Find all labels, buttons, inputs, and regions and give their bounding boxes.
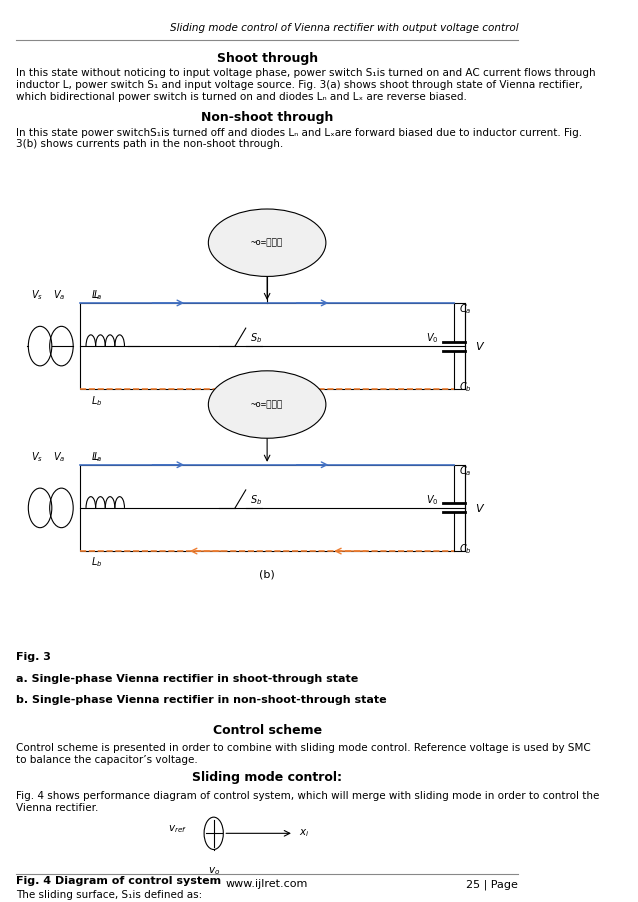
Text: $C_a$: $C_a$ [459, 464, 472, 477]
Text: (b): (b) [259, 569, 275, 579]
Text: ~o=⌇⌇⌇: ~o=⌇⌇⌇ [251, 400, 283, 409]
Text: $L_a$: $L_a$ [91, 450, 102, 464]
Bar [80, 303, 465, 390]
Text: $S_b$: $S_b$ [250, 332, 262, 345]
Text: Fig. 3: Fig. 3 [16, 652, 51, 662]
Text: $L$: $L$ [93, 450, 100, 462]
Text: $C_a$: $C_a$ [459, 302, 472, 316]
Text: b. Single-phase Vienna rectifier in non-shoot-through state: b. Single-phase Vienna rectifier in non-… [16, 695, 387, 704]
Text: $V_0$: $V_0$ [426, 493, 439, 507]
Text: $L$: $L$ [93, 289, 100, 300]
Text: (a): (a) [259, 407, 275, 418]
Bar [80, 465, 465, 551]
Text: $v_o$: $v_o$ [207, 865, 220, 877]
Text: $V$: $V$ [475, 502, 486, 514]
Text: Control scheme: Control scheme [212, 723, 322, 737]
Text: Sliding mode control:: Sliding mode control: [192, 771, 342, 785]
Text: $v_{ref}$: $v_{ref}$ [168, 823, 187, 834]
Text: $V_s$: $V_s$ [31, 450, 43, 464]
Text: In this state without noticing to input voltage phase, power switch S₁is turned : In this state without noticing to input … [16, 69, 596, 102]
Text: $V$: $V$ [475, 340, 486, 352]
Text: $S_b$: $S_b$ [250, 493, 262, 507]
Text: $L_a$: $L_a$ [91, 289, 102, 302]
Text: $L_b$: $L_b$ [91, 394, 102, 408]
Ellipse shape [209, 371, 326, 438]
Text: Non-shoot through: Non-shoot through [201, 112, 333, 124]
Text: Control scheme is presented in order to combine with sliding mode control. Refer: Control scheme is presented in order to … [16, 743, 591, 765]
Text: $V_0$: $V_0$ [426, 332, 439, 345]
Text: Shoot through: Shoot through [216, 52, 318, 65]
Text: $x_i$: $x_i$ [299, 827, 309, 839]
Text: In this state power switchS₁is turned off and diodes Lₙ and Lₓare forward biased: In this state power switchS₁is turned of… [16, 128, 582, 149]
Text: $V_a$: $V_a$ [52, 289, 65, 302]
Text: $L_b$: $L_b$ [91, 556, 102, 569]
Text: The sliding surface, S₁is defined as:: The sliding surface, S₁is defined as: [16, 890, 202, 900]
Text: a. Single-phase Vienna rectifier in shoot-through state: a. Single-phase Vienna rectifier in shoo… [16, 674, 359, 685]
Text: 25 | Page: 25 | Page [466, 879, 518, 889]
Text: Sliding mode control of Vienna rectifier with output voltage control: Sliding mode control of Vienna rectifier… [170, 23, 518, 33]
Text: $V_s$: $V_s$ [31, 289, 43, 302]
Text: Fig. 4 Diagram of control system: Fig. 4 Diagram of control system [16, 877, 221, 887]
Text: Fig. 4 shows performance diagram of control system, which will merge with slidin: Fig. 4 shows performance diagram of cont… [16, 791, 600, 813]
Text: $V_a$: $V_a$ [52, 450, 65, 464]
Text: $C_b$: $C_b$ [459, 542, 472, 556]
Ellipse shape [209, 209, 326, 276]
Text: ~o=⌇⌇⌇: ~o=⌇⌇⌇ [251, 238, 283, 247]
Text: $C_b$: $C_b$ [459, 381, 472, 394]
Text: www.ijlret.com: www.ijlret.com [226, 879, 308, 889]
